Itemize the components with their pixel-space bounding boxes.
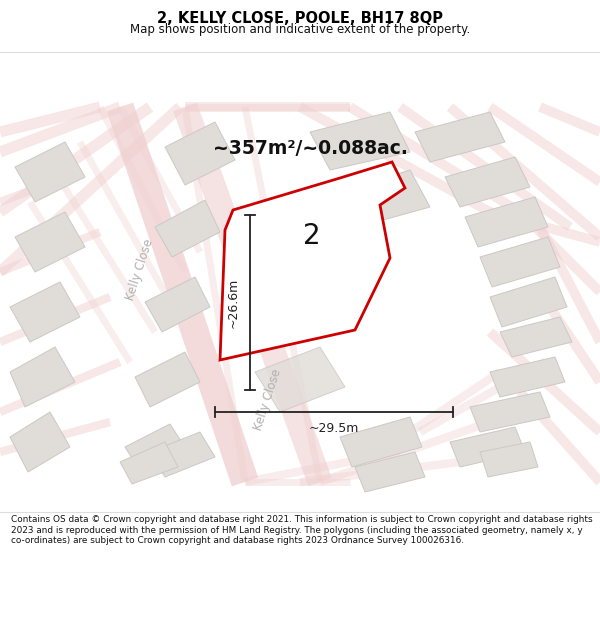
Polygon shape: [120, 442, 178, 484]
Polygon shape: [480, 237, 560, 287]
Polygon shape: [15, 142, 85, 202]
Text: 2: 2: [303, 222, 320, 249]
Polygon shape: [145, 277, 210, 332]
Polygon shape: [310, 112, 410, 170]
Polygon shape: [135, 352, 200, 407]
Polygon shape: [445, 157, 530, 207]
Polygon shape: [10, 412, 70, 472]
Polygon shape: [415, 112, 505, 162]
Polygon shape: [230, 197, 340, 282]
Polygon shape: [165, 122, 235, 185]
Polygon shape: [480, 442, 538, 477]
Text: ~26.6m: ~26.6m: [227, 278, 240, 328]
Polygon shape: [340, 417, 422, 467]
Polygon shape: [340, 170, 430, 227]
Polygon shape: [450, 427, 525, 467]
Polygon shape: [10, 347, 75, 407]
Text: Kelly Close: Kelly Close: [124, 238, 156, 302]
Text: ~357m²/~0.088ac.: ~357m²/~0.088ac.: [212, 139, 407, 158]
Polygon shape: [465, 197, 548, 247]
Polygon shape: [500, 317, 572, 357]
Text: Kelly Close: Kelly Close: [252, 368, 284, 432]
Polygon shape: [155, 200, 220, 257]
Text: 2, KELLY CLOSE, POOLE, BH17 8QP: 2, KELLY CLOSE, POOLE, BH17 8QP: [157, 11, 443, 26]
Text: ~29.5m: ~29.5m: [309, 422, 359, 435]
Polygon shape: [150, 432, 215, 477]
Polygon shape: [255, 347, 345, 412]
Text: Map shows position and indicative extent of the property.: Map shows position and indicative extent…: [130, 23, 470, 36]
Polygon shape: [490, 357, 565, 397]
Polygon shape: [490, 277, 567, 327]
Polygon shape: [15, 212, 85, 272]
Polygon shape: [240, 272, 335, 347]
Polygon shape: [125, 424, 188, 474]
Polygon shape: [220, 162, 405, 360]
Polygon shape: [355, 452, 425, 492]
Text: Contains OS data © Crown copyright and database right 2021. This information is : Contains OS data © Crown copyright and d…: [11, 516, 592, 545]
Polygon shape: [10, 282, 80, 342]
Polygon shape: [470, 392, 550, 432]
